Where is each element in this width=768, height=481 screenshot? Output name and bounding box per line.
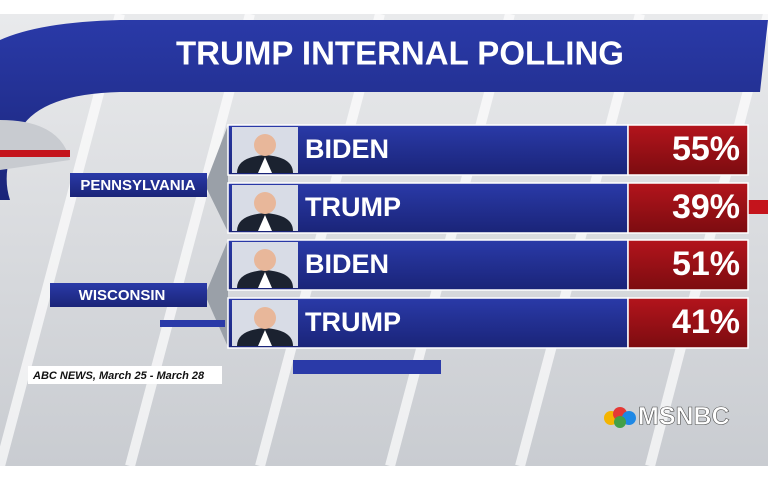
accent [748,200,768,214]
state-label: WISCONSIN [79,287,166,304]
portrait-shirt [258,215,272,231]
candidate-name: TRUMP [305,307,401,337]
portrait-shirt [258,330,272,346]
network-logo: MSNBC [604,402,730,431]
portrait-face [254,134,276,156]
title: TRUMP INTERNAL POLLING [176,35,624,72]
portrait-shirt [258,272,272,288]
portrait-shirt [258,157,272,173]
candidate-name: BIDEN [305,249,389,279]
state-label-box [50,283,207,307]
network: MSNBC [638,403,730,431]
value-box [627,182,749,234]
portrait-face [254,192,276,214]
state-label-box [70,173,207,197]
accent [293,360,441,374]
accent [160,320,225,327]
value-label: 41% [672,303,740,341]
accent [0,150,70,157]
value-box [627,124,749,176]
value-box [627,239,749,291]
value-label: 55% [672,130,740,168]
value-label: 39% [672,188,740,226]
source: ABC NEWS, March 25 - March 28 [32,370,205,382]
connector [205,125,228,232]
candidate-name: BIDEN [305,134,389,164]
ribbon-fold [0,120,70,170]
portrait-face [254,307,276,329]
source-box [28,366,222,384]
title-ribbon [0,20,768,200]
candidate-name: TRUMP [305,192,401,222]
state-label: PENNSYLVANIA [80,177,195,194]
value-label: 51% [672,245,740,283]
portrait-face [254,249,276,271]
value-box [627,297,749,349]
